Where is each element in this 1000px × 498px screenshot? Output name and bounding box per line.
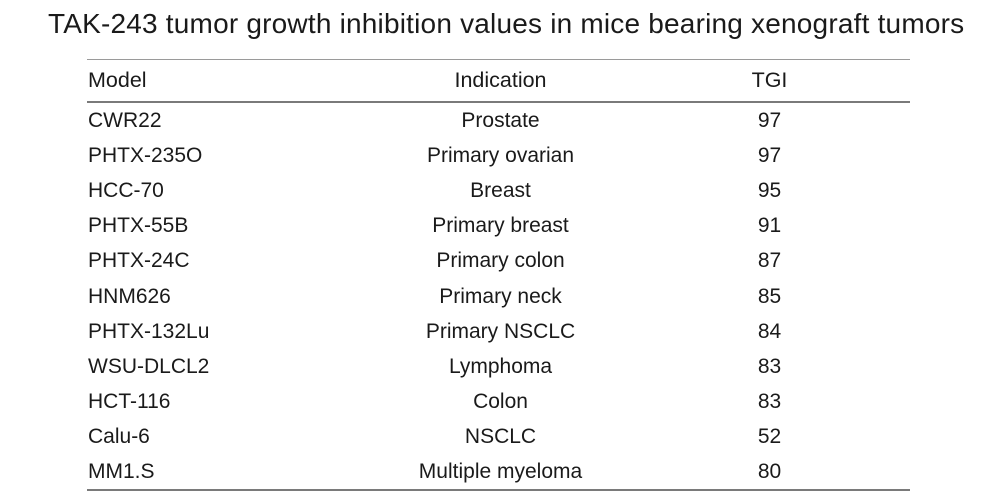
model-cell: CWR22	[88, 109, 162, 133]
indication-cell: Colon	[473, 389, 528, 413]
table-row: HNM626 Primary neck 85	[87, 278, 910, 313]
tgi-cell: 91	[757, 214, 782, 238]
table-row: PHTX-55B Primary breast 91	[87, 208, 910, 243]
indication-cell: Prostate	[461, 109, 540, 133]
tgi-cell: 52	[757, 424, 782, 448]
column-header-indication: Indication	[454, 67, 547, 92]
model-cell: PHTX-55B	[88, 214, 189, 238]
indication-cell: Breast	[470, 179, 531, 203]
model-cell: HCT-116	[88, 389, 171, 413]
model-cell: MM1.S	[88, 459, 155, 483]
model-cell: Calu-6	[88, 424, 150, 448]
indication-cell: NSCLC	[464, 424, 537, 448]
model-cell: WSU-DLCL2	[88, 354, 210, 378]
tgi-cell: 85	[757, 284, 782, 308]
table-row: PHTX-132Lu Primary NSCLC 84	[87, 314, 910, 349]
tgi-cell: 97	[757, 144, 782, 168]
model-cell: HNM626	[88, 284, 171, 308]
tgi-cell: 87	[757, 249, 782, 273]
table-header-row: Model Indication TGI	[87, 60, 910, 101]
tgi-cell: 80	[757, 459, 782, 483]
table-row: PHTX-235O Primary ovarian 97	[87, 138, 910, 173]
column-header-model: Model	[88, 67, 147, 92]
indication-cell: Primary colon	[436, 249, 565, 273]
tgi-cell: 95	[757, 179, 782, 203]
table-row: WSU-DLCL2 Lymphoma 83	[87, 349, 910, 384]
indication-cell: Primary breast	[432, 214, 569, 238]
tgi-cell: 97	[757, 109, 782, 133]
tgi-cell: 84	[757, 319, 782, 343]
table-bottom-rule	[87, 489, 910, 492]
table-row: PHTX-24C Primary colon 87	[87, 243, 910, 278]
indication-cell: Multiple myeloma	[418, 459, 583, 483]
indication-cell: Primary neck	[439, 284, 562, 308]
indication-cell: Primary NSCLC	[425, 319, 576, 343]
model-cell: PHTX-132Lu	[88, 319, 210, 343]
indication-cell: Primary ovarian	[426, 144, 575, 168]
table-row: MM1.S Multiple myeloma 80	[87, 454, 910, 489]
table-row: CWR22 Prostate 97	[87, 103, 910, 138]
table-row: HCT-116 Colon 83	[87, 384, 910, 419]
page-title: TAK-243 tumor growth inhibition values i…	[48, 8, 965, 39]
model-cell: PHTX-24C	[88, 249, 190, 273]
indication-cell: Lymphoma	[448, 354, 553, 378]
tgi-cell: 83	[757, 354, 782, 378]
model-cell: PHTX-235O	[88, 144, 203, 168]
table-header-rule	[87, 101, 910, 103]
model-cell: HCC-70	[88, 179, 164, 203]
table-row: Calu-6 NSCLC 52	[87, 419, 910, 454]
table-top-rule	[87, 59, 910, 60]
column-header-tgi: TGI	[751, 67, 788, 92]
table-row: HCC-70 Breast 95	[87, 173, 910, 208]
tgi-cell: 83	[757, 389, 782, 413]
tgi-table: Model Indication TGI CWR22 Prostate 97 P…	[87, 59, 910, 492]
